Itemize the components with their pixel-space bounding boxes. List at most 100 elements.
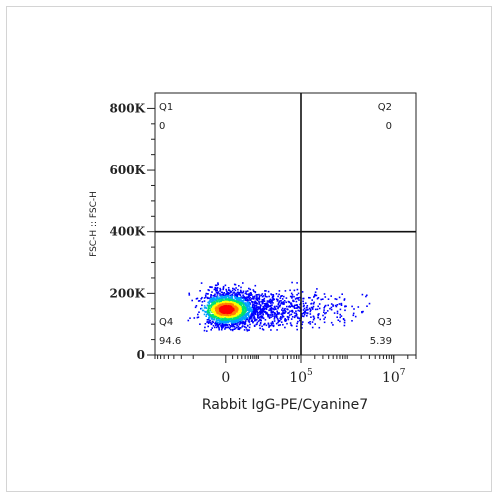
data-point [214,287,217,289]
data-point [208,314,210,317]
data-point [194,306,197,309]
data-point [281,312,284,314]
data-point [244,306,247,309]
data-point [245,326,247,329]
data-point [233,291,235,294]
data-point [309,308,312,311]
data-point [223,292,226,294]
data-point [239,294,242,296]
data-point [352,312,355,315]
data-point [313,295,316,297]
data-point [220,324,222,327]
data-point [242,296,245,298]
data-point [303,307,306,310]
data-point [312,315,315,318]
data-point [212,314,215,316]
data-point [226,295,228,297]
data-point [276,300,279,302]
data-point [272,294,275,296]
data-point [295,312,298,315]
data-point [314,291,317,293]
data-point [246,290,249,292]
data-point [266,313,269,315]
data-point [248,295,250,298]
data-point [221,318,224,321]
data-point [266,304,268,307]
data-point [188,294,191,296]
data-point [224,325,227,327]
data-point [239,310,242,313]
data-point [255,294,258,296]
data-point [270,329,272,331]
data-point [249,296,251,299]
data-point [270,302,272,304]
data-point [283,312,286,314]
data-point [243,302,245,305]
data-point [287,318,290,321]
data-point [293,295,295,298]
data-point [203,329,206,332]
data-point [323,321,326,324]
data-point [215,297,217,299]
data-point [280,302,282,305]
data-point [215,289,217,292]
data-point [322,298,324,300]
data-point [281,298,284,300]
data-point [280,295,282,298]
data-point [313,317,316,320]
data-point [234,323,237,326]
data-point [210,294,212,297]
data-point [264,319,267,321]
data-point [232,315,235,318]
data-point [294,315,296,317]
data-point [277,298,279,301]
data-point [206,319,209,321]
data-point [250,293,252,295]
data-point [217,291,220,293]
data-point [330,295,332,297]
data-point [263,303,266,305]
data-point [268,317,271,319]
data-point [282,315,284,317]
data-point [243,297,246,299]
data-point [282,301,285,303]
data-point [325,312,327,314]
data-point [254,319,257,322]
data-point [262,329,265,331]
data-point [216,284,218,287]
data-point [247,320,250,322]
quadrant-labels: Q1 0 Q2 0 Q3 5.39 Q4 94.6 [159,102,392,347]
data-point [235,294,237,297]
data-point [303,313,306,316]
data-point [227,292,230,294]
data-point [225,294,227,296]
data-point [336,304,339,306]
data-point [216,305,219,307]
y-tick-label: 600K [110,163,146,177]
data-point [323,309,325,311]
data-point [233,328,236,330]
data-point [256,316,259,319]
data-point [243,318,246,321]
data-point [203,313,206,316]
data-point [241,305,244,308]
data-point [204,326,206,329]
data-point [289,289,291,292]
data-point [196,297,199,300]
data-point [330,306,333,309]
data-point [366,305,368,307]
data-point [256,321,259,324]
data-point [214,284,217,287]
y-axis-label: FSC-H :: FSC-H [89,191,99,257]
data-point [238,291,240,294]
data-point [294,298,297,300]
data-point [221,291,224,294]
data-point [243,306,246,308]
data-point [191,299,193,302]
data-point [291,297,293,299]
data-point [200,307,203,310]
data-point [234,304,236,307]
data-point [317,313,319,316]
data-point [205,292,208,295]
